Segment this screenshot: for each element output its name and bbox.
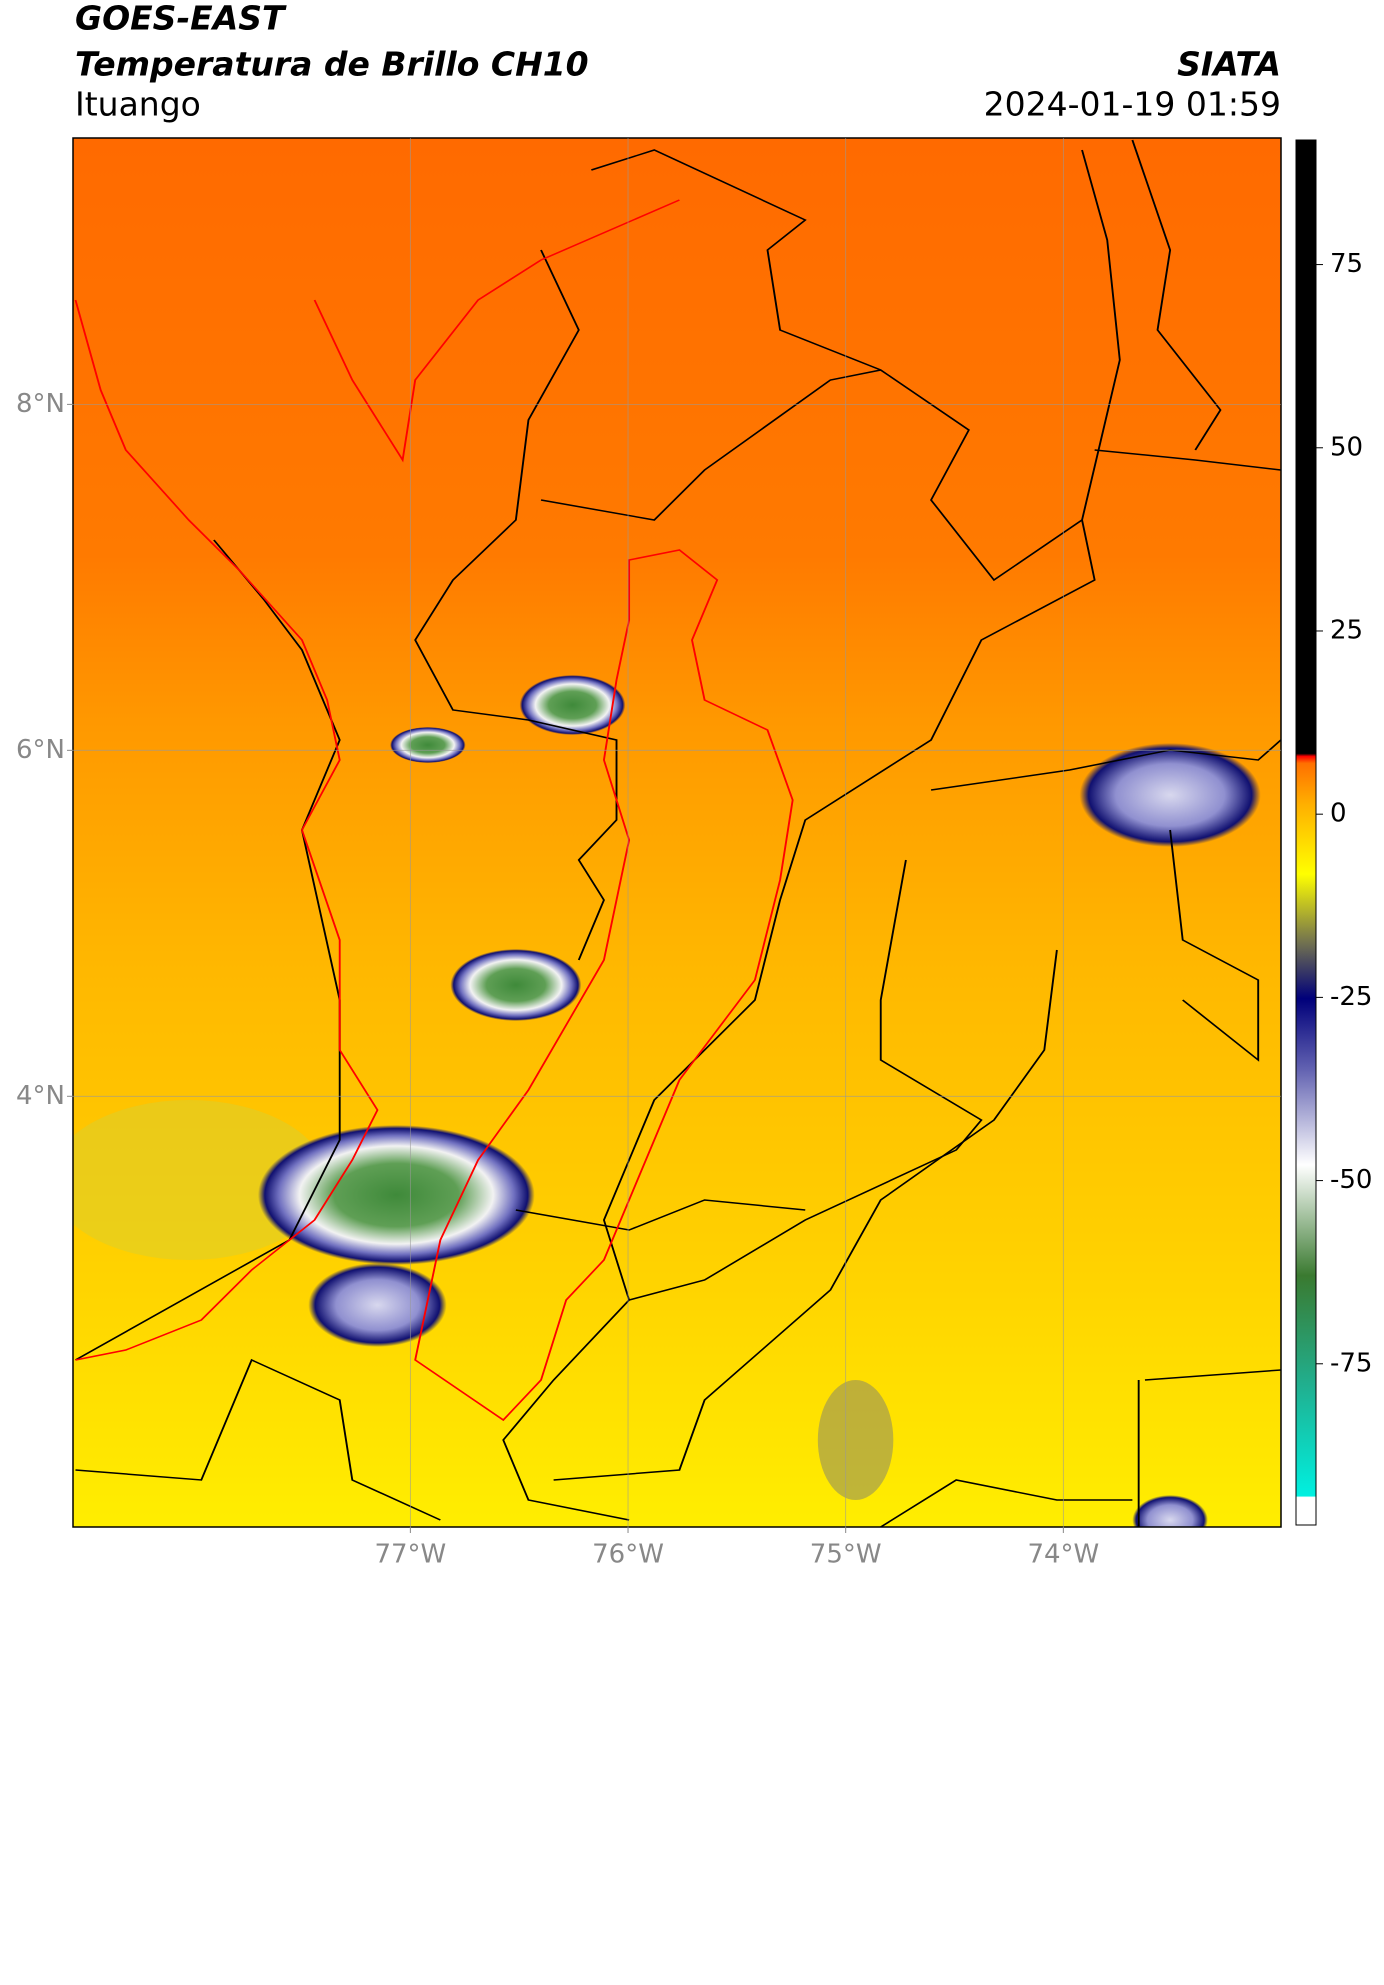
source: SIATA	[1177, 45, 1281, 84]
x-tick-label: 74°W	[1027, 1540, 1099, 1570]
colorbar-tick-label: 25	[1330, 615, 1363, 645]
cloud	[390, 727, 466, 763]
cloud	[308, 1263, 447, 1347]
x-tick-label: 77°W	[374, 1540, 446, 1570]
map-area	[73, 138, 1281, 1527]
y-tick-label: 6°N	[16, 735, 65, 765]
overlay	[73, 139, 1281, 1527]
cloud	[1079, 743, 1261, 847]
x-tick-label: 75°W	[810, 1540, 882, 1570]
colorbar-tick-label: -50	[1330, 1165, 1372, 1195]
cloud	[519, 675, 626, 735]
colorbar-tick-label: -75	[1330, 1348, 1372, 1378]
cloud	[257, 1125, 535, 1265]
subtitle: Temperatura de Brillo CH10	[75, 45, 589, 84]
y-tick-label: 8°N	[16, 389, 65, 419]
boundary	[74, 199, 794, 1422]
colorbar-tick-label: -25	[1330, 982, 1372, 1012]
title: GOES-EAST	[75, 0, 287, 38]
colorbar-tick-label: 50	[1330, 432, 1363, 462]
colorbar-tick-label: 0	[1330, 799, 1347, 829]
borders	[74, 139, 1281, 1527]
map-frame	[72, 137, 1282, 1528]
cloud	[450, 949, 582, 1021]
colorbar-tick-label: 75	[1330, 249, 1363, 279]
temperature-field	[73, 138, 1281, 1527]
y-tick-label: 4°N	[16, 1081, 65, 1111]
location: Ituango	[75, 85, 201, 124]
x-tick-label: 76°W	[592, 1540, 664, 1570]
datetime: 2024-01-19 01:59	[984, 85, 1281, 124]
colorbar	[1295, 139, 1317, 1526]
